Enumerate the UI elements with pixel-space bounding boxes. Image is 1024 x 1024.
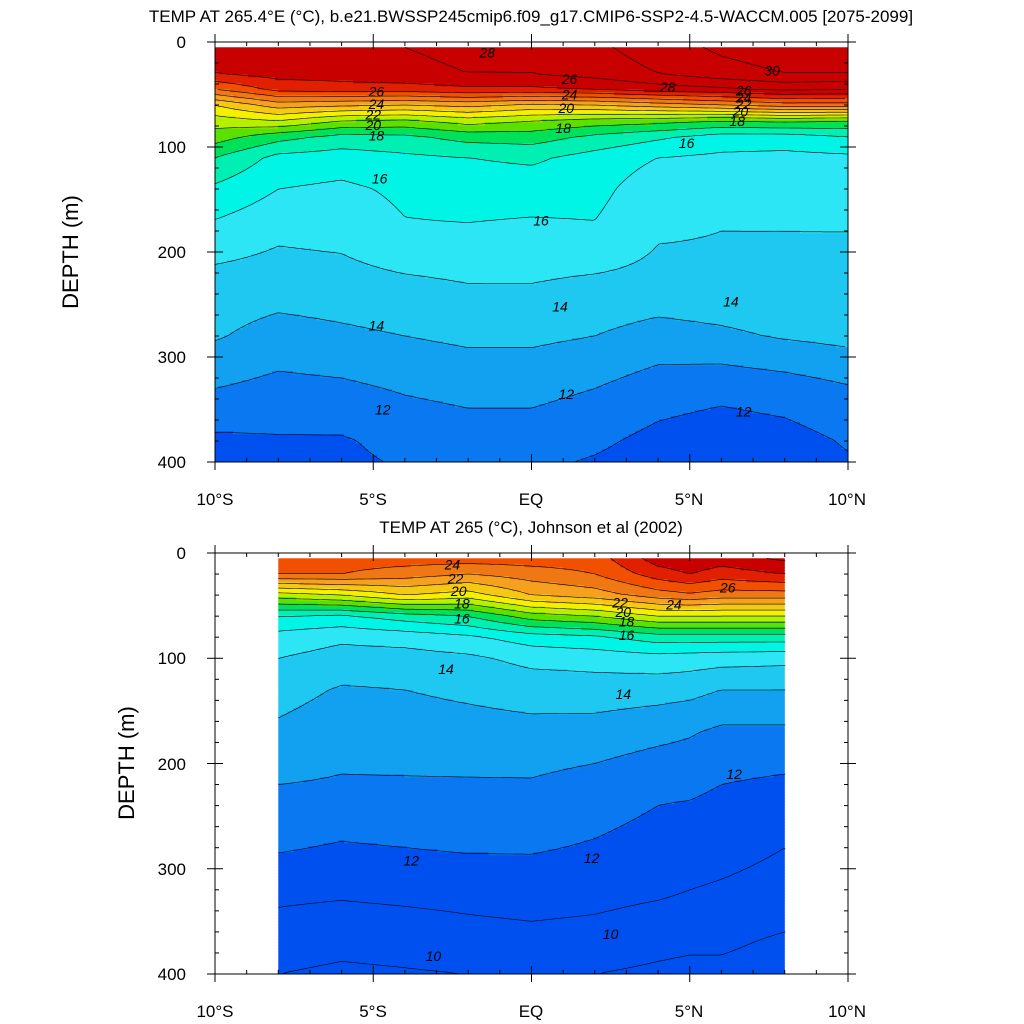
y-tick-label: 200 — [158, 755, 186, 774]
chart-title: TEMP AT 265.4°E (°C), b.e21.BWSSP245cmip… — [149, 7, 913, 26]
x-tick-label: 10°S — [196, 490, 233, 509]
x-tick-label: EQ — [519, 490, 544, 509]
contour-label: 12 — [403, 852, 419, 868]
y-tick-label: 0 — [177, 544, 186, 563]
contour-label: 20 — [558, 100, 575, 116]
contour-label: 16 — [533, 213, 549, 229]
contour-label: 28 — [478, 45, 495, 61]
contour-label: 26 — [719, 580, 736, 596]
panel-bottom: TEMP AT 265 (°C), Johnson et al (2002) 2… — [114, 518, 866, 1021]
contour-label: 24 — [665, 597, 682, 613]
y-tick-labels: 0 100 200 300 400 — [158, 544, 186, 984]
contour-label: 14 — [616, 686, 632, 702]
contour-label: 12 — [375, 402, 391, 418]
x-tick-label: EQ — [519, 1002, 544, 1021]
x-tick-labels: 10°S 5°S EQ 5°N 10°N — [196, 490, 866, 509]
contour-label: 14 — [552, 299, 568, 315]
y-axis-label: DEPTH (m) — [114, 706, 139, 820]
contour-label: 16 — [679, 135, 695, 151]
y-axis-label: DEPTH (m) — [58, 195, 83, 309]
contour-label: 16 — [619, 627, 635, 643]
contour-label: 26 — [561, 71, 578, 87]
contour-plot-area — [215, 47, 848, 464]
contour-label: 18 — [555, 120, 571, 136]
contour-label: 12 — [559, 386, 575, 402]
contour-plot-area — [278, 558, 785, 975]
y-tick-label: 0 — [177, 33, 186, 52]
contour-label: 12 — [736, 404, 752, 420]
contour-label: 10 — [603, 926, 619, 942]
x-tick-label: 10°N — [828, 1002, 866, 1021]
contour-label: 30 — [764, 62, 780, 78]
x-tick-label: 10°N — [828, 490, 866, 509]
contour-label: 10 — [426, 948, 442, 964]
panel-top: TEMP AT 265.4°E (°C), b.e21.BWSSP245cmip… — [58, 7, 913, 509]
x-tick-label: 5°N — [675, 1002, 704, 1021]
contour-label: 14 — [438, 661, 454, 677]
contour-label: 14 — [369, 318, 385, 334]
y-tick-label: 200 — [158, 243, 186, 262]
y-tick-labels: 0 100 200 300 400 — [158, 33, 186, 472]
contour-label: 16 — [454, 610, 470, 626]
x-tick-label: 10°S — [196, 1002, 233, 1021]
y-tick-label: 300 — [158, 860, 186, 879]
y-tick-label: 400 — [158, 965, 186, 984]
contour-label: 18 — [369, 127, 385, 143]
y-tick-label: 100 — [158, 649, 186, 668]
x-tick-label: 5°N — [675, 490, 704, 509]
filled-contour-cells — [278, 558, 785, 974]
contour-label: 28 — [659, 79, 676, 95]
contour-label: 18 — [454, 596, 470, 612]
y-tick-label: 300 — [158, 348, 186, 367]
x-tick-labels: 10°S 5°S EQ 5°N 10°N — [196, 1002, 866, 1021]
contour-label: 12 — [726, 766, 742, 782]
y-tick-label: 400 — [158, 453, 186, 472]
contour-label: 16 — [372, 171, 388, 187]
contour-label: 14 — [723, 293, 739, 309]
chart-title: TEMP AT 265 (°C), Johnson et al (2002) — [379, 518, 683, 537]
x-tick-label: 5°S — [359, 490, 387, 509]
x-tick-label: 5°S — [359, 1002, 387, 1021]
y-tick-label: 100 — [158, 138, 186, 157]
contour-label: 12 — [584, 850, 600, 866]
contour-label: 18 — [729, 113, 745, 129]
